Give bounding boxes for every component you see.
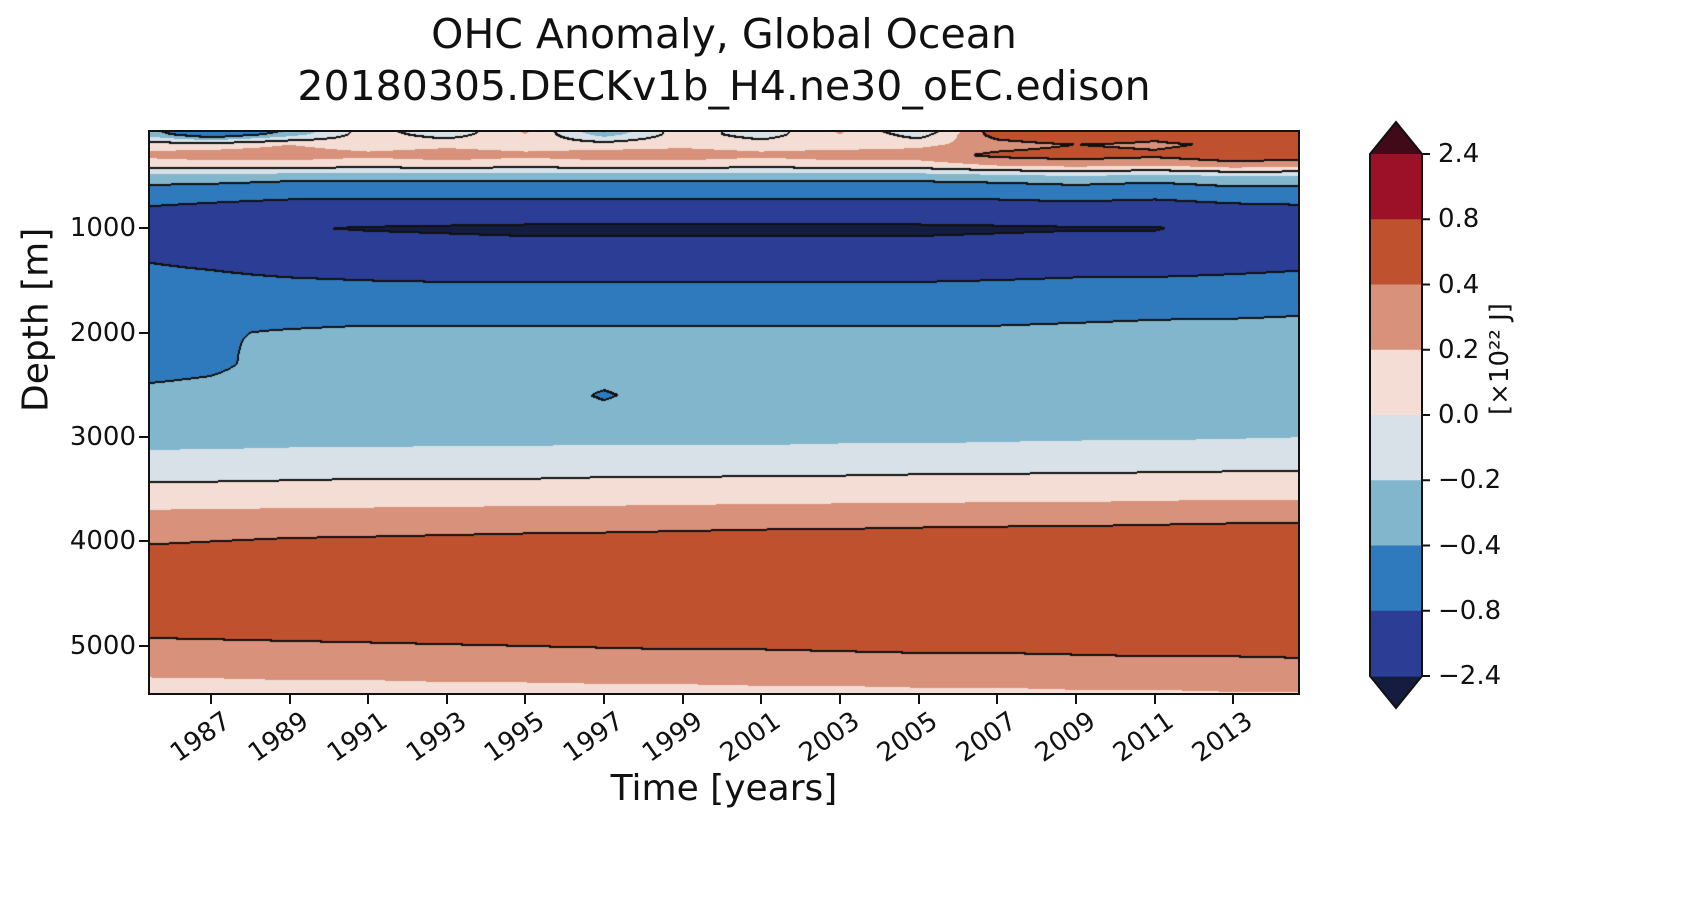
x-axis-tick-mark [760, 695, 763, 704]
chart-subtitle: 20180305.DECKv1b_H4.ne30_oEC.edison [297, 62, 1151, 110]
colorbar-segment [1370, 415, 1422, 481]
y-axis-tick-mark [139, 436, 148, 439]
x-axis-tick-mark [288, 695, 291, 704]
x-axis-tick-mark [367, 695, 370, 704]
colorbar [1369, 120, 1430, 710]
x-axis-tick-label: 1991 [321, 706, 394, 769]
x-axis-tick-label: 2013 [1186, 706, 1259, 769]
colorbar-tick-label: 0.2 [1438, 334, 1480, 365]
x-axis-tick-label: 2011 [1108, 706, 1180, 769]
x-axis-tick-label: 1993 [400, 706, 473, 769]
x-axis-tick-mark [1232, 695, 1235, 704]
x-axis-tick-label: 2003 [793, 706, 866, 769]
colorbar-segment [1370, 154, 1422, 220]
y-axis-tick-mark [139, 331, 148, 334]
x-axis-tick-mark [996, 695, 999, 704]
colorbar-over-arrow [1370, 122, 1422, 154]
y-axis-tick-label: 1000 [69, 213, 136, 244]
colorbar-segment [1370, 610, 1422, 677]
colorbar-segment [1370, 545, 1422, 612]
y-axis-tick-label: 2000 [69, 317, 136, 348]
x-axis-tick-mark [524, 695, 527, 704]
colorbar-segment [1370, 349, 1422, 416]
x-axis-tick-mark [209, 695, 212, 704]
y-axis-tick-label: 3000 [69, 422, 136, 453]
y-axis-tick-mark [139, 644, 148, 647]
x-axis-tick-label: 2007 [951, 706, 1023, 769]
x-axis-tick-label: 1999 [636, 706, 708, 769]
x-axis-tick-mark [838, 695, 841, 704]
colorbar-tick-label: −0.8 [1438, 595, 1502, 626]
colorbar-tick-label: 0.4 [1438, 269, 1480, 300]
colorbar-under-arrow [1370, 676, 1422, 708]
x-axis-tick-label: 1987 [164, 706, 237, 769]
y-axis-tick-mark [139, 227, 148, 230]
x-axis-tick-label: 1989 [243, 706, 315, 769]
x-axis-label: Time [years] [610, 768, 838, 809]
colorbar-tick-label: −0.4 [1438, 530, 1502, 561]
x-axis-tick-label: 1997 [557, 706, 630, 769]
colorbar-tick-label: 0.0 [1438, 400, 1480, 430]
x-axis-tick-mark [681, 695, 684, 704]
x-axis-tick-mark [603, 695, 606, 704]
x-axis-tick-mark [917, 695, 920, 704]
colorbar-tick-label: 0.8 [1438, 204, 1480, 235]
chart-title: OHC Anomaly, Global Ocean [431, 10, 1017, 58]
x-axis-tick-mark [1074, 695, 1077, 704]
colorbar-tick-label: −2.4 [1438, 661, 1502, 691]
y-axis-tick-mark [139, 540, 148, 543]
y-axis-tick-label: 5000 [69, 630, 136, 661]
colorbar-segment [1370, 284, 1422, 351]
y-axis-tick-label: 4000 [69, 526, 136, 557]
x-axis-tick-mark [445, 695, 448, 704]
x-axis-tick-label: 2005 [872, 706, 944, 769]
heatmap-canvas [148, 130, 1300, 695]
colorbar-tick-label: 2.4 [1438, 139, 1480, 169]
x-axis-tick-label: 2001 [715, 706, 787, 769]
colorbar-tick-label: −0.2 [1438, 465, 1502, 496]
x-axis-tick-label: 1995 [479, 706, 551, 769]
x-axis-tick-mark [1153, 695, 1156, 704]
x-axis-tick-label: 2009 [1029, 706, 1102, 769]
colorbar-segment [1370, 480, 1422, 547]
colorbar-segment [1370, 219, 1422, 286]
